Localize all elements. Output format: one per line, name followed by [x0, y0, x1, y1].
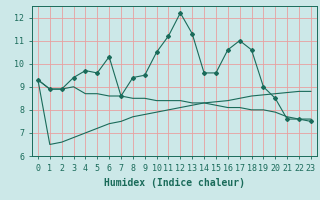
- X-axis label: Humidex (Indice chaleur): Humidex (Indice chaleur): [104, 178, 245, 188]
